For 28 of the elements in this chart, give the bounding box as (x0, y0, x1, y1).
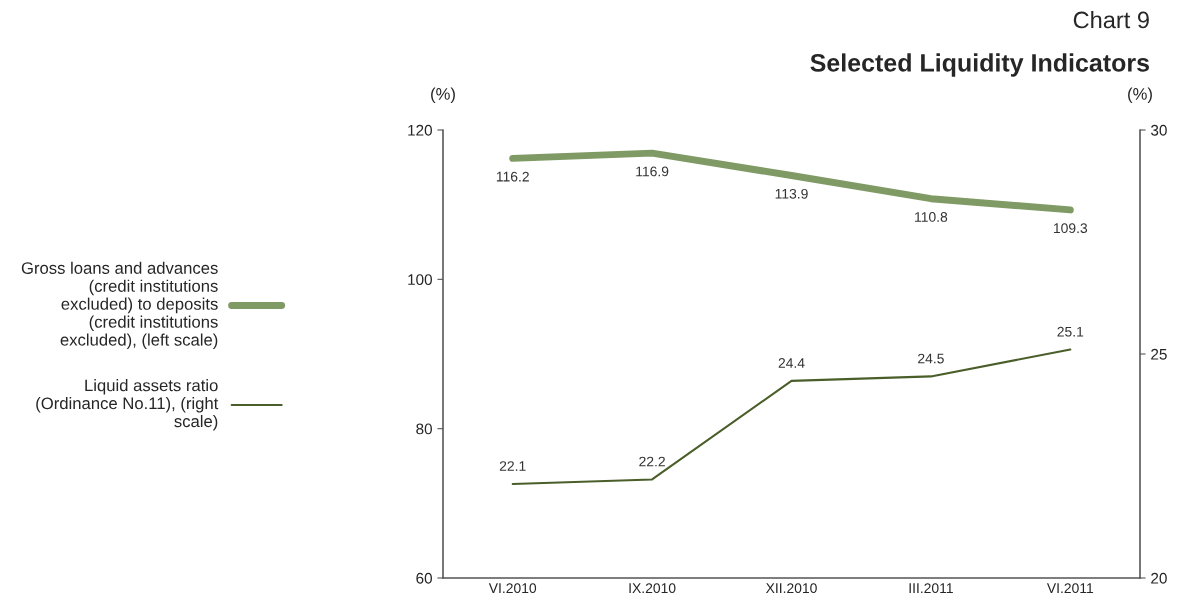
y2-tick-label: 25 (1151, 348, 1167, 360)
data-label: 116.9 (636, 166, 669, 177)
legend-label: Liquid assets ratio (Ordinance No.11), (right scale) (36, 379, 219, 431)
x-tick-label: IX.2010 (629, 583, 676, 594)
y-tick-label: 100 (408, 274, 432, 286)
chart-subtitle: Chart 9 (1073, 11, 1149, 29)
y2-axis-title: (%) (1128, 87, 1152, 104)
y-tick-label: 80 (416, 423, 432, 435)
data-label: 24.4 (778, 358, 805, 368)
y-tick-label: 120 (408, 124, 432, 136)
y2-tick-label: 20 (1151, 572, 1167, 584)
y-tick-label: 60 (416, 572, 432, 584)
data-label: 22.1 (499, 461, 526, 471)
data-label: 113.9 (775, 188, 808, 199)
data-label: 22.2 (639, 456, 665, 467)
data-label: 25.1 (1057, 326, 1084, 337)
data-label: 24.5 (918, 353, 944, 364)
data-label: 109.3 (1053, 223, 1088, 234)
y-axis-title: (%) (431, 87, 455, 104)
x-tick-label: III.2011 (909, 583, 953, 594)
data-label: 110.8 (915, 212, 948, 222)
x-tick-label: VI.2011 (1046, 583, 1094, 594)
y2-tick-label: 30 (1151, 124, 1167, 136)
x-tick-label: VI.2010 (488, 583, 537, 594)
x-tick-label: XII.2010 (765, 583, 817, 594)
data-label: 116.2 (496, 171, 529, 182)
chart-title: Selected Liquidity Indicators (810, 53, 1149, 77)
legend-label: Gross loans and advances (credit institutions excluded) to deposits (credit institutions excluded), (left scale) (21, 261, 218, 350)
